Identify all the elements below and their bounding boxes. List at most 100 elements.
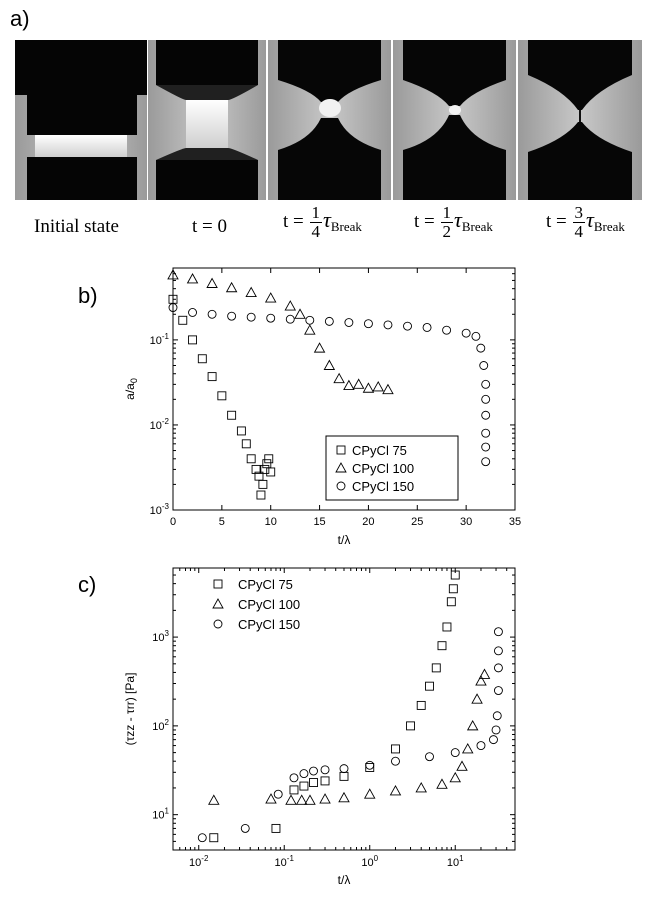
data-point — [481, 410, 491, 420]
frame-t0 — [148, 40, 266, 200]
data-point — [299, 781, 309, 791]
data-point — [431, 663, 441, 673]
legend: CPyCl 75 CPyCl 100 CPyCl 150 — [325, 435, 459, 501]
data-point — [471, 331, 481, 341]
x-tick-label: 0 — [170, 516, 176, 528]
data-point — [481, 428, 491, 438]
y-tick-label: 10-3 — [150, 502, 170, 517]
data-point — [365, 760, 375, 770]
data-point — [450, 748, 460, 758]
data-point — [323, 359, 336, 370]
x-axis-label: t/λ — [338, 873, 351, 887]
data-point — [271, 823, 281, 833]
series-circle — [197, 627, 503, 843]
legend-marker-triangle — [335, 462, 347, 473]
data-point — [320, 765, 330, 775]
data-point — [450, 570, 460, 580]
data-point — [207, 309, 217, 319]
data-point — [489, 735, 498, 745]
data-point — [466, 719, 479, 731]
data-point — [227, 311, 237, 321]
data-point — [320, 776, 330, 786]
panel-a-label: a) — [10, 6, 30, 31]
data-point — [273, 789, 283, 799]
legend-marker-square — [213, 579, 223, 589]
data-point — [442, 325, 452, 335]
data-point — [493, 646, 503, 656]
data-point — [245, 286, 257, 298]
series-triangle — [167, 269, 394, 395]
x-tick-label: 35 — [509, 516, 521, 528]
data-point — [285, 794, 297, 805]
data-point — [456, 760, 468, 771]
data-point — [241, 439, 251, 449]
caption-three-quarter: t = 3 4 τBreak — [546, 203, 625, 241]
data-point — [493, 627, 503, 637]
data-point — [339, 771, 349, 781]
data-point — [449, 771, 462, 783]
x-tick-label: 25 — [411, 516, 423, 528]
data-point — [475, 675, 487, 686]
chart-c: 10-2 10-1 100 101 101 102 103 t/λ (τzz - τrr) [P… — [123, 567, 516, 887]
x-tick-label: 20 — [362, 516, 374, 528]
data-point — [333, 372, 345, 384]
x-tick-label: 5 — [219, 516, 225, 528]
data-point — [479, 361, 489, 370]
caption-initial: Initial state — [34, 216, 119, 237]
data-point — [284, 300, 297, 311]
x-tick-label: 10-2 — [189, 854, 209, 869]
y-tick-label: 102 — [152, 718, 169, 733]
series-square — [209, 570, 460, 843]
data-point — [285, 314, 295, 324]
data-point — [363, 788, 376, 799]
data-point — [209, 833, 219, 843]
data-point — [309, 778, 318, 788]
x-tick-label: 10 — [265, 516, 277, 528]
data-point — [188, 335, 197, 345]
legend-box — [325, 435, 459, 501]
legend-marker-circle — [213, 619, 223, 629]
y-axis-label: (τzz - τrr) [Pa] — [123, 673, 137, 746]
data-point — [403, 321, 412, 331]
data-point — [491, 725, 501, 735]
data-point — [305, 315, 315, 325]
caption-quarter: t = 1 4 τBreak — [283, 203, 362, 241]
panel-c-label: c) — [78, 572, 97, 597]
data-point — [299, 769, 309, 779]
data-point — [217, 391, 227, 401]
data-point — [266, 313, 276, 323]
data-point — [481, 394, 491, 404]
frame-initial-state — [15, 40, 147, 200]
data-point — [478, 668, 491, 679]
data-point — [365, 763, 375, 772]
data-point — [262, 459, 272, 469]
data-point — [493, 686, 503, 695]
x-tick-label: 15 — [313, 516, 325, 528]
data-point — [383, 320, 393, 330]
data-point — [363, 319, 373, 329]
data-point — [437, 641, 447, 651]
data-point — [471, 693, 483, 704]
data-point — [461, 743, 474, 754]
y-axis-label: a/a0 — [123, 378, 139, 400]
data-point — [207, 372, 217, 382]
data-point — [178, 315, 188, 325]
data-point — [227, 410, 237, 420]
frame-three-quarter — [518, 40, 642, 200]
y-tick-label: 10-2 — [150, 417, 170, 432]
data-point — [481, 442, 491, 452]
data-point — [338, 791, 350, 803]
data-point — [258, 479, 268, 489]
data-point — [422, 323, 432, 332]
data-point — [264, 292, 277, 303]
data-point — [372, 380, 384, 392]
data-point — [225, 281, 238, 293]
plot-frame — [172, 567, 516, 851]
legend-label: CPyCl 100 — [352, 461, 414, 476]
data-point — [264, 454, 274, 464]
frame-half — [393, 40, 516, 200]
data-point — [344, 318, 354, 327]
data-point — [186, 273, 199, 284]
data-point — [442, 622, 452, 632]
data-point — [446, 597, 456, 607]
